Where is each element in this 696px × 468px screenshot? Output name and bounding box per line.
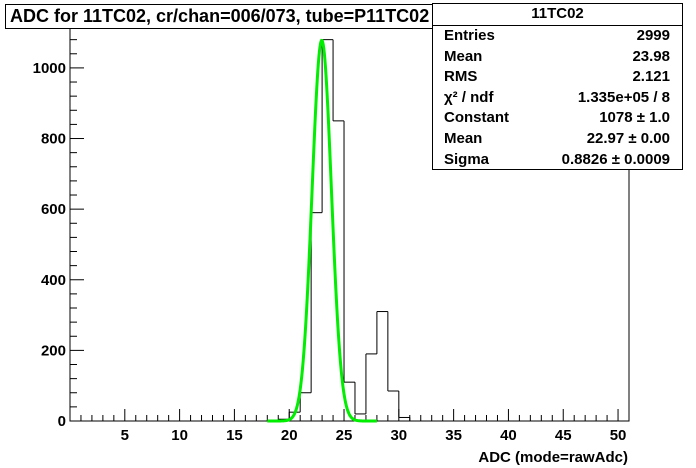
stats-key: Mean <box>444 129 483 147</box>
stats-value: 0.8826 ± 0.0009 <box>561 150 670 168</box>
stats-value: 1.335e+05 / 8 <box>577 88 670 106</box>
stats-key: Entries <box>444 27 495 44</box>
stats-title: 11TC02 <box>433 4 682 26</box>
y-tick-label: 200 <box>41 342 66 359</box>
stats-value: 1078 ± 1.0 <box>599 109 670 127</box>
stats-row: χ² / ndf 1.335e+05 / 8 <box>433 88 682 109</box>
stats-row: Mean 23.98 <box>433 47 682 68</box>
stats-key: RMS <box>444 68 478 86</box>
stats-row: Mean 22.97 ± 0.00 <box>433 129 682 150</box>
stats-box: 11TC02 Entries 2999 Mean 23.98 RMS 2.121… <box>432 3 683 170</box>
x-tick-label: 25 <box>336 427 353 444</box>
gaussian-fit-curve <box>267 38 377 423</box>
x-axis-label: ADC (mode=rawAdc) <box>478 449 628 466</box>
x-tick-label: 5 <box>121 427 129 444</box>
stats-key: χ² / ndf <box>444 88 494 106</box>
x-tick-label: 50 <box>610 427 627 444</box>
stats-value: 2999 <box>636 27 670 44</box>
stats-value: 2.121 <box>632 68 670 86</box>
y-tick-label: 0 <box>58 413 66 430</box>
axis-ticks <box>69 25 630 422</box>
stats-key: Sigma <box>444 150 490 168</box>
x-tick-label: 45 <box>555 427 572 444</box>
x-tick-label: 15 <box>226 427 243 444</box>
stats-row: Sigma 0.8826 ± 0.0009 <box>433 150 682 171</box>
y-tick-label: 800 <box>41 131 66 148</box>
x-tick-label: 20 <box>281 427 298 444</box>
stats-key: Constant <box>444 109 509 127</box>
stats-row: Constant 1078 ± 1.0 <box>433 108 682 129</box>
x-tick-label: 40 <box>500 427 517 444</box>
x-tick-label: 10 <box>171 427 188 444</box>
y-tick-label: 1000 <box>33 60 66 77</box>
stats-value: 22.97 ± 0.00 <box>586 129 670 147</box>
stats-key: Mean <box>444 47 483 65</box>
y-tick-label: 400 <box>41 272 66 289</box>
chart-title: ADC for 11TC02, cr/chan=006/073, tube=P1… <box>5 4 495 29</box>
y-tick-label: 600 <box>41 201 66 218</box>
stats-row: Entries 2999 <box>433 26 682 47</box>
histogram-bins <box>277 39 411 421</box>
x-tick-label: 30 <box>390 427 407 444</box>
stats-value: 23.98 <box>632 47 670 65</box>
stats-row: RMS 2.121 <box>433 67 682 88</box>
axis-tick-labels: 5 10 15 20 25 30 35 40 45 50 0 200 400 600 800 1000 <box>33 60 627 444</box>
x-tick-label: 35 <box>445 427 462 444</box>
